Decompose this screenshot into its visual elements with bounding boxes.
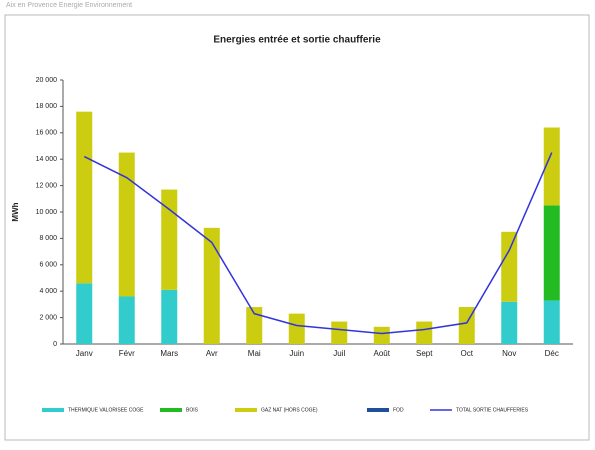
chart-frame xyxy=(4,14,590,441)
legend-swatch xyxy=(367,408,389,412)
y-tick-label: 16 000 xyxy=(36,130,58,137)
bar-segment xyxy=(118,296,135,344)
x-tick-label: Nov xyxy=(502,349,516,358)
y-tick-label: 18 000 xyxy=(36,103,58,110)
bar-segment xyxy=(501,301,518,344)
x-tick-label: Mai xyxy=(248,349,261,358)
x-tick-label: Sept xyxy=(416,349,433,358)
bar-segment xyxy=(543,205,560,301)
legend-label: BOIS xyxy=(186,407,199,413)
x-tick-label: Oct xyxy=(461,349,474,358)
bar-segment xyxy=(543,127,560,206)
x-tick-label: Déc xyxy=(545,349,559,358)
bar-segment xyxy=(416,321,433,344)
x-tick-label: Févr xyxy=(119,349,135,358)
x-tick-label: Mars xyxy=(160,349,178,358)
x-tick-label: Août xyxy=(374,349,391,358)
legend-swatch xyxy=(235,408,257,412)
bar-segment xyxy=(288,313,305,344)
x-tick-label: Avr xyxy=(206,349,218,358)
bar-segment xyxy=(203,227,220,344)
bar-segment xyxy=(543,300,560,344)
bar-segment xyxy=(76,283,93,344)
total-line xyxy=(83,152,553,335)
legend-label: FOD xyxy=(393,407,404,413)
legend-label: TOTAL SORTIE CHAUFFERIES xyxy=(456,407,529,413)
y-tick-label: 6 000 xyxy=(39,262,57,269)
y-tick-label: 8 000 xyxy=(39,235,57,242)
y-tick-label: 10 000 xyxy=(36,209,58,216)
x-tick-label: Juin xyxy=(289,349,304,358)
legend-label: GAZ NAT (HORS COGE) xyxy=(261,407,318,413)
y-tick-label: 0 xyxy=(53,341,57,348)
bar-segment xyxy=(331,321,348,344)
y-tick-label: 2 000 xyxy=(39,314,57,321)
chart-title: Energies entrée et sortie chaufferie xyxy=(213,35,381,46)
legend-label: THERMIQUE VALORISEE COGE xyxy=(68,407,144,413)
y-axis-label: MWh xyxy=(11,202,20,221)
x-tick-label: Juil xyxy=(333,349,345,358)
x-tick-label: Janv xyxy=(76,349,93,358)
bar-segment xyxy=(76,111,93,284)
bar-segment xyxy=(373,326,390,344)
legend-swatch xyxy=(160,408,182,412)
y-tick-label: 4 000 xyxy=(39,288,57,295)
bar-segment xyxy=(118,152,135,297)
y-tick-label: 12 000 xyxy=(36,182,58,189)
y-tick-label: 20 000 xyxy=(36,77,58,84)
header: Aix en Provence Energie Environnement xyxy=(6,2,132,9)
bar-segment xyxy=(501,231,518,302)
y-tick-label: 14 000 xyxy=(36,156,58,163)
bar-segment xyxy=(161,289,178,344)
legend-swatch xyxy=(42,408,64,412)
bar-segment xyxy=(246,307,263,344)
bar-segment xyxy=(161,189,178,290)
